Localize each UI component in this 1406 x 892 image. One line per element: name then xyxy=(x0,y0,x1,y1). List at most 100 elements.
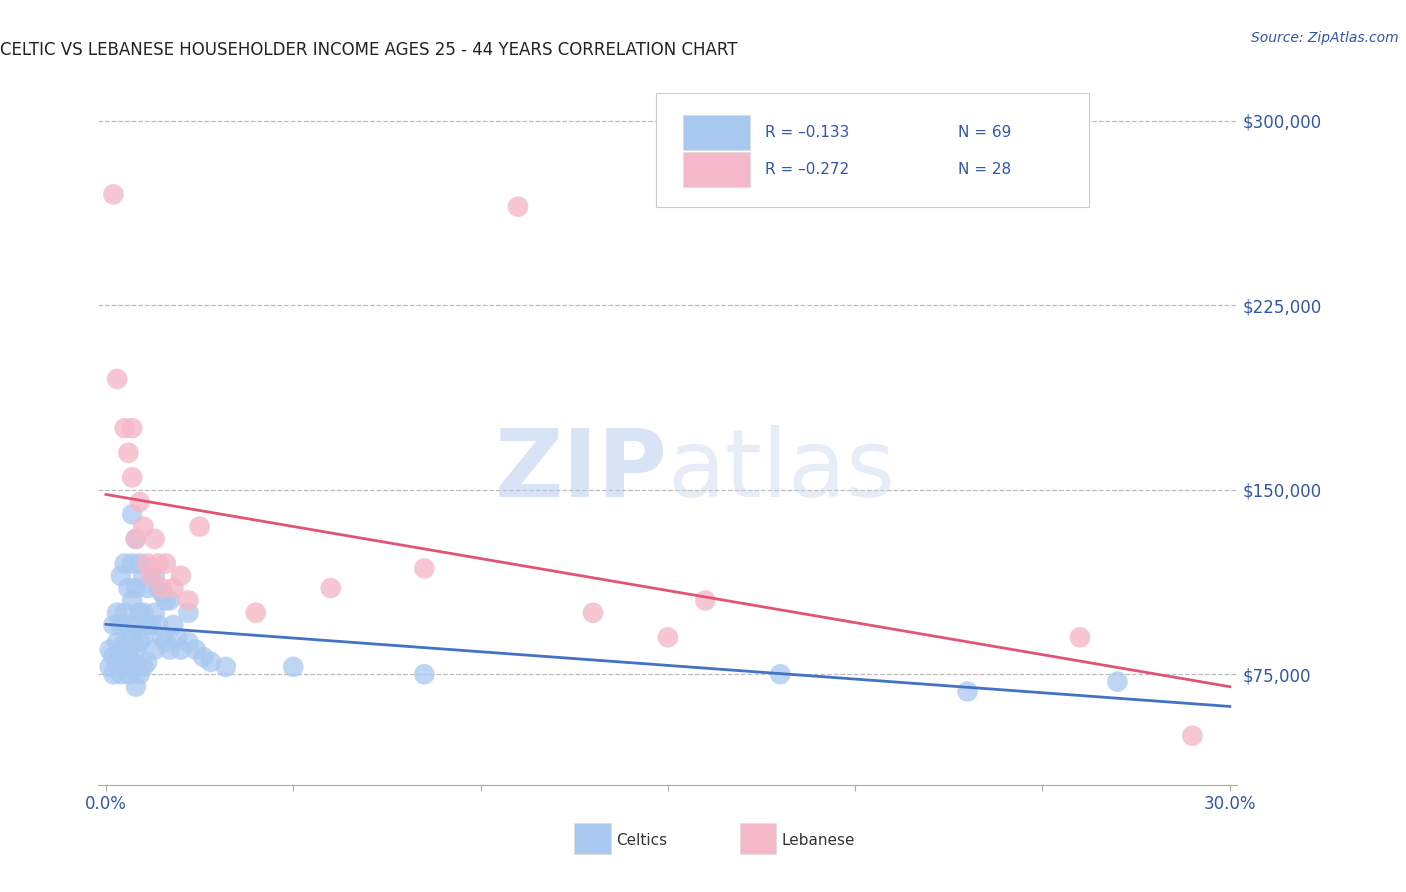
Point xyxy=(148,557,170,571)
Point xyxy=(110,667,132,681)
Text: Celtics: Celtics xyxy=(617,833,668,848)
Point xyxy=(125,581,148,595)
Point xyxy=(121,421,143,435)
Point xyxy=(150,586,173,600)
Point xyxy=(121,470,143,484)
Point xyxy=(143,532,166,546)
Point xyxy=(413,561,436,575)
Point xyxy=(117,667,139,681)
Text: CELTIC VS LEBANESE HOUSEHOLDER INCOME AGES 25 - 44 YEARS CORRELATION CHART: CELTIC VS LEBANESE HOUSEHOLDER INCOME AG… xyxy=(0,41,738,59)
Point xyxy=(117,581,139,595)
Point xyxy=(657,630,679,644)
Point xyxy=(125,532,148,546)
Point xyxy=(103,187,125,202)
FancyBboxPatch shape xyxy=(683,115,749,150)
Point xyxy=(184,642,207,657)
Point xyxy=(162,618,184,632)
Point xyxy=(200,655,222,669)
Point xyxy=(155,635,177,649)
Point xyxy=(956,684,979,698)
Point xyxy=(114,660,136,674)
Point xyxy=(159,642,181,657)
Point xyxy=(150,581,173,595)
Point xyxy=(105,606,128,620)
Point xyxy=(105,655,128,669)
Point xyxy=(155,557,177,571)
Point xyxy=(110,569,132,583)
Point xyxy=(148,581,170,595)
Point xyxy=(121,655,143,669)
Point xyxy=(110,642,132,657)
Point xyxy=(582,606,605,620)
Point xyxy=(128,667,150,681)
Point xyxy=(114,606,136,620)
FancyBboxPatch shape xyxy=(657,93,1090,207)
Point xyxy=(139,569,162,583)
Point xyxy=(283,660,305,674)
Point xyxy=(136,581,159,595)
Text: N = 69: N = 69 xyxy=(959,125,1012,140)
Point xyxy=(105,635,128,649)
Point xyxy=(1181,729,1204,743)
Point xyxy=(125,642,148,657)
Text: Lebanese: Lebanese xyxy=(782,833,855,848)
Point xyxy=(103,667,125,681)
Point xyxy=(139,561,162,575)
Point xyxy=(121,593,143,607)
Point xyxy=(769,667,792,681)
Point xyxy=(132,660,155,674)
Point xyxy=(1069,630,1091,644)
Point xyxy=(506,200,529,214)
Point xyxy=(125,618,148,632)
Point xyxy=(170,569,193,583)
Point xyxy=(177,593,200,607)
Point xyxy=(121,630,143,644)
Point xyxy=(177,606,200,620)
Point xyxy=(215,660,238,674)
Point xyxy=(193,650,215,665)
Text: ZIP: ZIP xyxy=(495,425,668,517)
Point xyxy=(117,618,139,632)
Point xyxy=(132,519,155,533)
Point xyxy=(125,660,148,674)
Point xyxy=(148,618,170,632)
Point xyxy=(125,532,148,546)
Point xyxy=(132,569,155,583)
Point xyxy=(143,642,166,657)
Point xyxy=(117,446,139,460)
Point xyxy=(413,667,436,681)
Point xyxy=(139,618,162,632)
Point xyxy=(166,630,188,644)
Point xyxy=(114,421,136,435)
Text: R = –0.272: R = –0.272 xyxy=(765,162,849,177)
Point xyxy=(159,593,181,607)
Point xyxy=(128,635,150,649)
Point xyxy=(98,642,121,657)
Point xyxy=(121,557,143,571)
Point xyxy=(1107,674,1129,689)
Point xyxy=(177,635,200,649)
Text: N = 28: N = 28 xyxy=(959,162,1011,177)
Point xyxy=(136,618,159,632)
Text: atlas: atlas xyxy=(668,425,896,517)
Point xyxy=(150,630,173,644)
Point xyxy=(105,372,128,386)
Point xyxy=(136,557,159,571)
Point xyxy=(98,660,121,674)
FancyBboxPatch shape xyxy=(683,152,749,187)
Point xyxy=(114,635,136,649)
FancyBboxPatch shape xyxy=(575,822,610,855)
Point xyxy=(170,642,193,657)
Point xyxy=(132,630,155,644)
Point xyxy=(695,593,717,607)
Point xyxy=(245,606,267,620)
Point xyxy=(143,569,166,583)
Point xyxy=(162,581,184,595)
Point xyxy=(117,642,139,657)
Point xyxy=(132,606,155,620)
Point xyxy=(128,606,150,620)
Point xyxy=(114,557,136,571)
Point xyxy=(110,618,132,632)
Point xyxy=(155,593,177,607)
Point xyxy=(136,655,159,669)
